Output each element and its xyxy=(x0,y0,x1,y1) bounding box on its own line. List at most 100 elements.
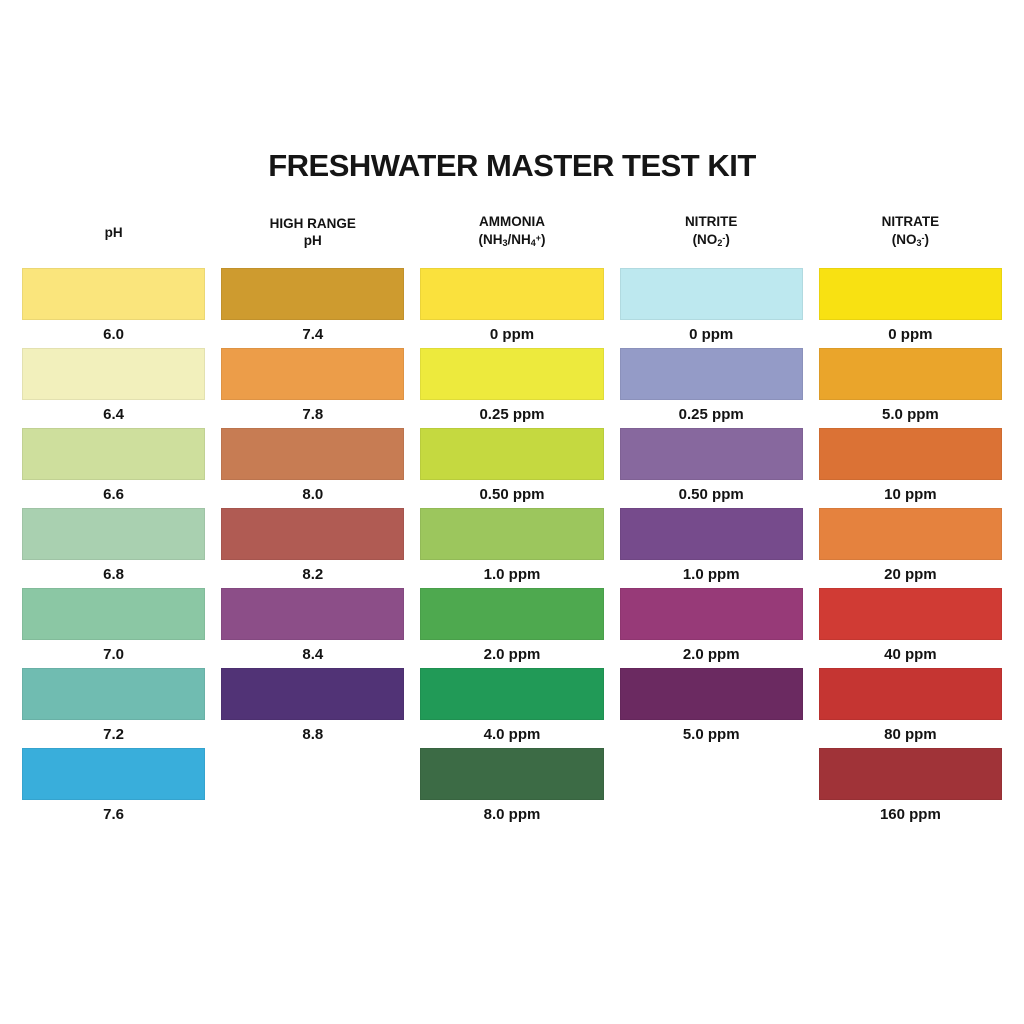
swatch-value-label: 0.50 ppm xyxy=(678,485,744,503)
color-swatch xyxy=(619,428,803,480)
swatch-value-label: 6.0 xyxy=(103,325,125,343)
color-cell: 1.0 ppm xyxy=(420,508,604,588)
swatch-value-label: 8.8 xyxy=(302,725,324,743)
color-cell: 8.0 xyxy=(221,428,405,508)
color-cell: 6.4 xyxy=(22,348,206,428)
color-cell: 7.6 xyxy=(22,748,206,828)
swatch-value-label: 5.0 ppm xyxy=(882,405,939,423)
swatch-value-label: 2.0 ppm xyxy=(682,645,740,663)
color-swatch xyxy=(221,668,405,720)
swatch-value-label: 6.4 xyxy=(103,405,125,423)
color-cell: 10 ppm xyxy=(818,428,1002,508)
color-swatch xyxy=(619,268,803,320)
color-cell: 7.8 xyxy=(221,348,405,428)
color-swatch xyxy=(420,428,604,480)
color-swatch xyxy=(221,268,405,320)
color-swatch xyxy=(221,588,405,640)
swatch-value-label: 6.8 xyxy=(103,565,125,583)
header-line: pH xyxy=(104,224,123,240)
color-cell: 80 ppm xyxy=(818,668,1002,748)
column-high-range-ph: HIGH RANGE pH 7.4 7.8 8.0 8.2 8.4 8.8 xyxy=(221,214,405,748)
color-cell: 7.2 xyxy=(22,668,206,748)
swatch-value-label: 0.25 ppm xyxy=(479,405,545,423)
column-header-ammonia: AMMONIA (NH3/NH4+) xyxy=(420,214,603,250)
swatch-value-label: 7.8 xyxy=(302,405,324,423)
color-cell: 1.0 ppm xyxy=(619,508,803,588)
color-cell: 8.4 xyxy=(221,588,405,668)
column-header-high-range-ph: HIGH RANGE pH xyxy=(221,214,404,250)
header-line: HIGH RANGE xyxy=(269,216,356,231)
color-cell: 0 ppm xyxy=(619,268,803,348)
header-line: (NH3/NH4+) xyxy=(478,231,546,248)
color-swatch xyxy=(22,348,206,400)
color-cell: 8.2 xyxy=(221,508,405,588)
color-swatch xyxy=(619,348,803,400)
color-swatch xyxy=(818,348,1002,400)
color-swatch xyxy=(818,588,1002,640)
swatch-value-label: 0 ppm xyxy=(888,325,933,343)
column-header-nitrate: NITRATE (NO3-) xyxy=(819,214,1002,250)
column-header-nitrite: NITRITE (NO2-) xyxy=(620,214,803,250)
swatch-value-label: 0.50 ppm xyxy=(479,485,545,503)
color-swatch xyxy=(818,268,1002,320)
swatch-value-label: 8.0 ppm xyxy=(483,805,541,823)
swatch-value-label: 6.6 xyxy=(103,485,125,503)
swatch-value-label: 7.6 xyxy=(103,805,125,823)
test-color-grid: pH 6.0 6.4 6.6 6.8 7.0 7.2 7.6 HIGH RANGE pH 7.4 7.… xyxy=(22,214,1002,828)
color-cell: 0.50 ppm xyxy=(420,428,604,508)
column-nitrate: NITRATE (NO3-) 0 ppm 5.0 ppm 10 ppm 20 ppm 40 … xyxy=(818,214,1002,828)
color-cell: 0.25 ppm xyxy=(619,348,803,428)
color-swatch xyxy=(221,428,405,480)
swatch-value-label: 8.0 xyxy=(302,485,324,503)
color-cell: 20 ppm xyxy=(818,508,1002,588)
color-swatch xyxy=(420,268,604,320)
color-cell: 8.0 ppm xyxy=(420,748,604,828)
header-line: (NO3-) xyxy=(891,231,930,248)
swatch-value-label: 7.2 xyxy=(103,725,125,743)
color-swatch xyxy=(221,348,405,400)
swatch-value-label: 2.0 ppm xyxy=(483,645,541,663)
color-swatch xyxy=(619,508,803,560)
header-line: (NO2-) xyxy=(692,231,730,248)
color-cell: 5.0 ppm xyxy=(818,348,1002,428)
color-cell: 0 ppm xyxy=(818,268,1002,348)
color-cell: 6.8 xyxy=(22,508,206,588)
color-swatch xyxy=(420,748,604,800)
column-nitrite: NITRITE (NO2-) 0 ppm 0.25 ppm 0.50 ppm 1.0 pp… xyxy=(619,214,803,748)
color-cell: 4.0 ppm xyxy=(420,668,604,748)
swatch-value-label: 0 ppm xyxy=(489,325,535,343)
header-line: NITRITE xyxy=(684,213,738,229)
color-cell: 0.25 ppm xyxy=(420,348,604,428)
column-ph: pH 6.0 6.4 6.6 6.8 7.0 7.2 7.6 xyxy=(22,214,206,828)
swatch-value-label: 8.4 xyxy=(302,645,324,663)
header-line: NITRATE xyxy=(881,213,940,229)
color-cell: 160 ppm xyxy=(818,748,1002,828)
color-cell: 5.0 ppm xyxy=(619,668,803,748)
color-swatch xyxy=(619,668,803,720)
color-swatch xyxy=(22,588,206,640)
color-cell: 7.4 xyxy=(221,268,405,348)
swatch-value-label: 0.25 ppm xyxy=(678,405,744,423)
swatch-value-label: 1.0 ppm xyxy=(483,565,541,583)
page-title: FRESHWATER MASTER TEST KIT xyxy=(268,148,756,183)
color-swatch xyxy=(22,428,206,480)
color-swatch xyxy=(221,508,405,560)
color-cell: 0 ppm xyxy=(420,268,604,348)
color-swatch xyxy=(818,508,1002,560)
color-cell: 6.6 xyxy=(22,428,206,508)
header-line: AMMONIA xyxy=(478,213,545,229)
color-swatch xyxy=(22,508,206,560)
color-swatch xyxy=(22,668,206,720)
swatch-value-label: 5.0 ppm xyxy=(682,725,740,743)
swatch-value-label: 80 ppm xyxy=(884,725,937,743)
color-cell: 0.50 ppm xyxy=(619,428,803,508)
color-swatch xyxy=(420,348,604,400)
header-line: pH xyxy=(303,233,322,248)
color-swatch xyxy=(420,588,604,640)
color-cell: 2.0 ppm xyxy=(619,588,803,668)
color-cell: 2.0 ppm xyxy=(420,588,604,668)
color-swatch xyxy=(818,428,1002,480)
color-cell: 40 ppm xyxy=(818,588,1002,668)
swatch-value-label: 7.4 xyxy=(302,325,324,343)
color-swatch xyxy=(818,668,1002,720)
